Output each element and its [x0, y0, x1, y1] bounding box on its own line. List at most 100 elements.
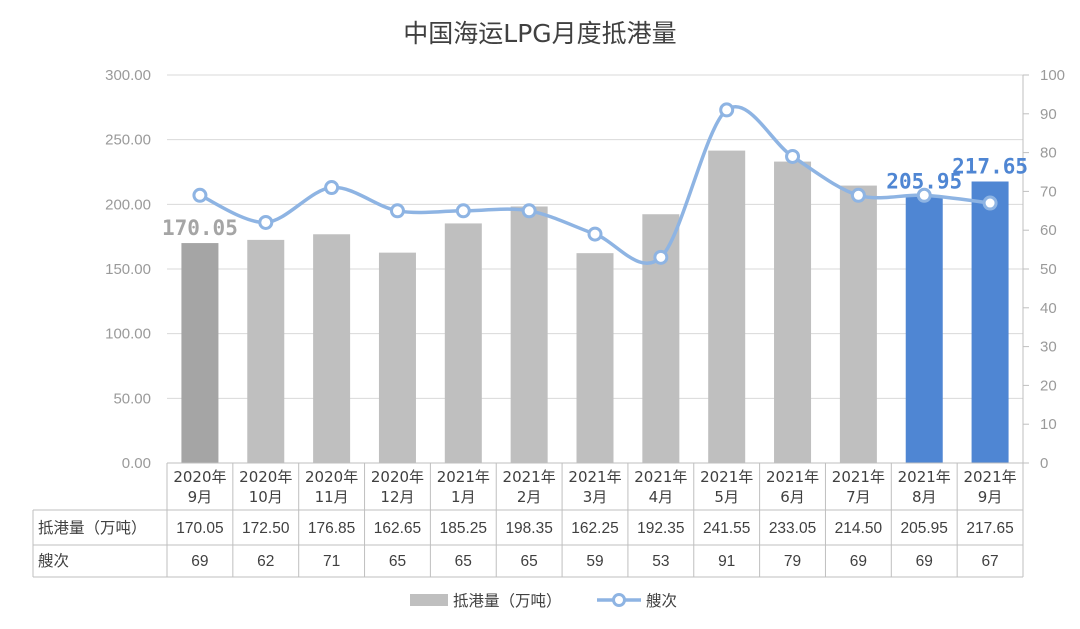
- left-axis-tick-label: 50.00: [113, 390, 151, 407]
- line-point: [982, 195, 998, 211]
- table-cell: 65: [389, 553, 406, 570]
- table-row-header: 艘次: [38, 552, 69, 570]
- category-label-month: 6月: [780, 488, 805, 506]
- bar: [181, 243, 219, 463]
- bar: [444, 223, 482, 463]
- table-cell: 217.65: [966, 520, 1013, 537]
- table-cell: 71: [323, 553, 340, 570]
- table-cell: 62: [257, 553, 274, 570]
- table-cell: 214.50: [835, 520, 883, 537]
- table-cell: 172.50: [242, 520, 290, 537]
- line-point: [192, 187, 208, 203]
- legend-label: 艘次: [646, 592, 677, 610]
- table-cell: 67: [981, 553, 998, 570]
- table-cell: 65: [455, 553, 472, 570]
- category-label-year: 2020年: [239, 468, 292, 486]
- data-label: 217.65: [952, 155, 1028, 179]
- legend-swatch-marker: [612, 593, 626, 607]
- line-point: [324, 180, 340, 196]
- table-cell: 69: [916, 553, 933, 570]
- category-label-month: 8月: [912, 488, 937, 506]
- category-label-month: 7月: [846, 488, 871, 506]
- table-cell: 185.25: [440, 520, 487, 537]
- category-label-month: 4月: [649, 488, 674, 506]
- category-label-year: 2020年: [371, 468, 424, 486]
- table-cell: 192.35: [637, 520, 684, 537]
- right-axis-tick-label: 60: [1040, 222, 1057, 239]
- category-label-year: 2021年: [503, 468, 556, 486]
- line-point: [258, 214, 274, 230]
- right-axis-tick-label: 80: [1040, 145, 1057, 162]
- category-label-year: 2020年: [173, 468, 226, 486]
- line-point: [389, 203, 405, 219]
- table-cell: 79: [784, 553, 801, 570]
- legend-swatch-bar: [410, 594, 448, 606]
- right-axis-tick-label: 90: [1040, 106, 1057, 123]
- line-point: [587, 226, 603, 242]
- table-cell: 176.85: [308, 520, 355, 537]
- line-point: [850, 187, 866, 203]
- category-label-year: 2020年: [305, 468, 358, 486]
- category-label-month: 9月: [188, 488, 213, 506]
- right-axis-tick-label: 100: [1040, 67, 1065, 84]
- table-cell: 162.65: [374, 520, 421, 537]
- category-label-year: 2021年: [766, 468, 819, 486]
- left-axis-tick-label: 300.00: [105, 67, 151, 84]
- table-cell: 59: [586, 553, 603, 570]
- table-cell: 69: [850, 553, 867, 570]
- bar: [708, 150, 746, 463]
- category-label-year: 2021年: [568, 468, 621, 486]
- right-axis-tick-label: 50: [1040, 261, 1057, 278]
- category-label-month: 1月: [451, 488, 476, 506]
- category-label-year: 2021年: [700, 468, 753, 486]
- category-label-month: 9月: [978, 488, 1003, 506]
- category-label-month: 11月: [315, 488, 349, 506]
- category-label-year: 2021年: [634, 468, 687, 486]
- bar: [774, 161, 812, 463]
- category-label-month: 12月: [380, 488, 414, 506]
- right-axis-tick-label: 70: [1040, 183, 1057, 200]
- right-axis-tick-label: 30: [1040, 339, 1057, 356]
- left-axis-tick-label: 250.00: [105, 132, 151, 149]
- category-label-month: 10月: [249, 488, 283, 506]
- data-label: 170.05: [162, 216, 238, 240]
- right-axis-tick-label: 20: [1040, 377, 1057, 394]
- table-cell: 162.25: [571, 520, 618, 537]
- right-axis-tick-label: 0: [1040, 455, 1048, 472]
- category-label-year: 2021年: [898, 468, 951, 486]
- category-label-month: 5月: [714, 488, 739, 506]
- table-cell: 205.95: [901, 520, 948, 537]
- table-cell: 91: [718, 553, 735, 570]
- left-axis-tick-label: 100.00: [105, 326, 151, 343]
- category-label-month: 2月: [517, 488, 542, 506]
- line-point: [455, 203, 471, 219]
- legend-label: 抵港量（万吨）: [453, 592, 562, 610]
- left-axis-tick-label: 200.00: [105, 196, 151, 213]
- category-label-year: 2021年: [437, 468, 490, 486]
- table-cell: 241.55: [703, 520, 750, 537]
- left-axis-tick-label: 0.00: [122, 455, 151, 472]
- line-point: [719, 102, 735, 118]
- left-axis-tick-label: 150.00: [105, 261, 151, 278]
- table-cell: 69: [191, 553, 208, 570]
- line-point: [785, 148, 801, 164]
- category-label-month: 3月: [583, 488, 608, 506]
- chart-title: 中国海运LPG月度抵港量: [403, 19, 676, 48]
- bar: [510, 206, 548, 463]
- bar: [839, 185, 877, 463]
- right-axis-tick-label: 10: [1040, 416, 1057, 433]
- table-cell: 170.05: [176, 520, 223, 537]
- table-cell: 65: [521, 553, 538, 570]
- line-point: [916, 187, 932, 203]
- line-point: [521, 203, 537, 219]
- category-label-year: 2021年: [963, 468, 1016, 486]
- category-label-year: 2021年: [832, 468, 885, 486]
- table-cell: 198.35: [505, 520, 552, 537]
- line-point: [653, 249, 669, 265]
- bar: [313, 234, 351, 463]
- table-cell: 53: [652, 553, 669, 570]
- bar: [247, 239, 285, 463]
- bar: [905, 196, 943, 463]
- table-row-header: 抵港量（万吨）: [38, 519, 147, 537]
- bar: [971, 181, 1009, 464]
